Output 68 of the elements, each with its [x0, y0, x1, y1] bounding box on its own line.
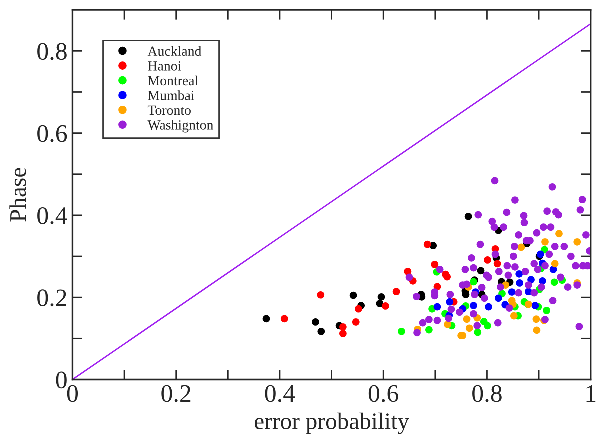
x-tick-label: 0.8 — [472, 385, 502, 402]
y-tick-label: 0.4 — [38, 208, 68, 224]
x-tick-label: 1 — [586, 385, 596, 402]
x-tick-label: 0 — [67, 385, 78, 402]
point — [318, 328, 326, 336]
legend-label: Auckland — [148, 46, 202, 56]
point — [484, 256, 492, 264]
y-tick-label: 0.8 — [38, 43, 67, 60]
point — [532, 316, 540, 324]
point — [378, 294, 386, 301]
point — [470, 302, 478, 310]
point — [532, 302, 540, 310]
point — [574, 238, 582, 246]
point — [462, 291, 470, 298]
point — [464, 213, 472, 220]
point — [355, 305, 362, 313]
point — [542, 238, 549, 246]
x-axis-title: error probability — [255, 412, 410, 434]
y-tick-label: 0.6 — [38, 125, 68, 142]
point — [477, 267, 485, 275]
point — [556, 230, 563, 238]
point — [392, 288, 400, 296]
legend-label: Toronto — [148, 106, 191, 116]
legend-label: Montreal — [148, 76, 198, 86]
point — [280, 315, 288, 323]
point — [398, 328, 406, 336]
point — [463, 316, 471, 324]
point — [516, 280, 524, 287]
point — [340, 323, 347, 331]
point — [543, 307, 550, 314]
x-tick-label: 0.6 — [368, 385, 398, 402]
point — [533, 326, 541, 334]
point — [510, 312, 518, 320]
point — [444, 321, 452, 328]
y-tick-label: 0 — [56, 372, 67, 389]
point — [485, 303, 492, 311]
point — [444, 273, 451, 281]
x-tick-label: 0.4 — [265, 385, 296, 402]
point — [466, 324, 474, 332]
point — [474, 328, 482, 336]
point — [516, 270, 524, 278]
point — [340, 330, 347, 338]
point — [484, 322, 492, 330]
point — [550, 278, 558, 286]
point — [508, 288, 516, 296]
point — [352, 318, 360, 326]
point — [350, 292, 358, 300]
point — [446, 298, 454, 306]
legend-label: Mumbai — [148, 90, 195, 100]
point — [518, 244, 526, 252]
point — [538, 277, 546, 285]
point — [434, 303, 442, 311]
point — [426, 326, 433, 334]
point — [494, 260, 502, 268]
point — [317, 291, 325, 299]
legend-label: Washignton — [148, 120, 214, 133]
legend-label: Hanoi — [148, 61, 182, 71]
point — [262, 315, 270, 323]
point — [382, 302, 390, 310]
x-tick-label: 0.2 — [162, 385, 191, 402]
point — [551, 260, 559, 268]
y-axis-title: Phase — [10, 168, 26, 222]
point — [424, 240, 432, 248]
point — [508, 297, 516, 305]
point — [312, 318, 320, 326]
point — [431, 261, 439, 268]
point — [494, 294, 502, 302]
y-tick-label: 0.2 — [38, 290, 66, 307]
